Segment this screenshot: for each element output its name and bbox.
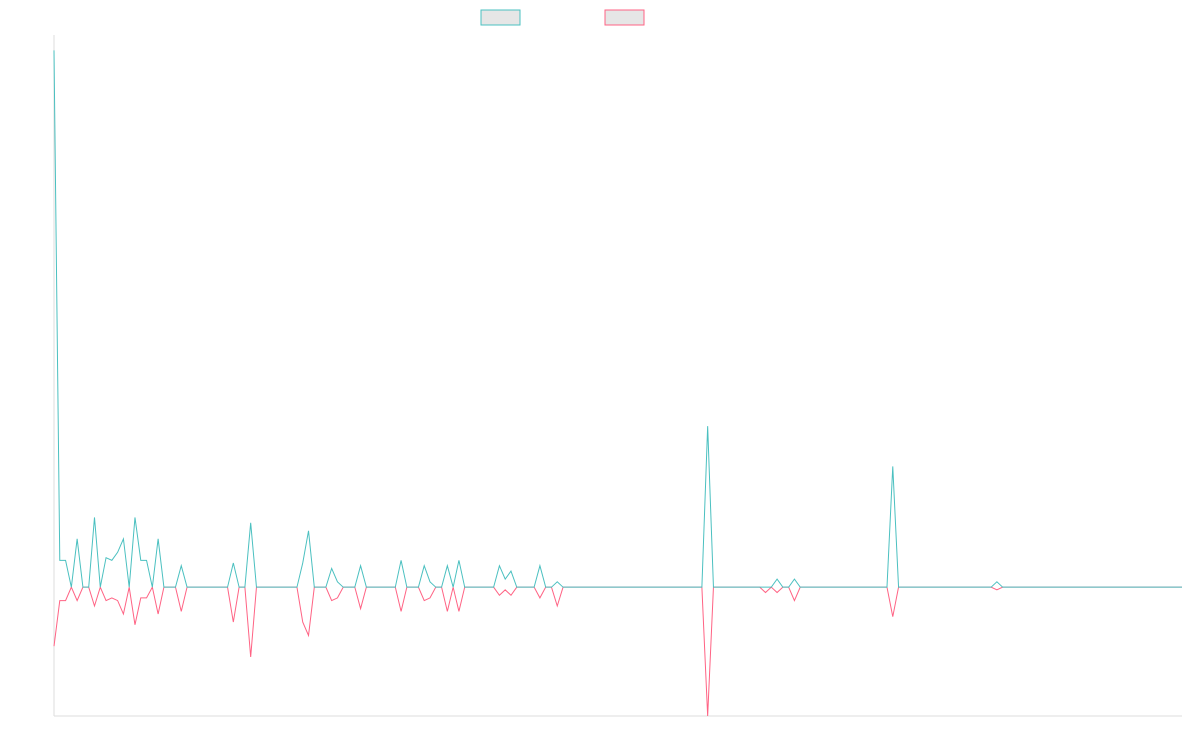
series-layer [53, 50, 1182, 717]
series-line-1 [53, 50, 1182, 588]
series-line-2 [53, 585, 1182, 717]
axes [53, 35, 1182, 717]
legend-swatch-series-2[interactable] [604, 9, 645, 26]
legend-swatch-series-1[interactable] [480, 9, 521, 26]
legend[interactable] [480, 9, 645, 26]
